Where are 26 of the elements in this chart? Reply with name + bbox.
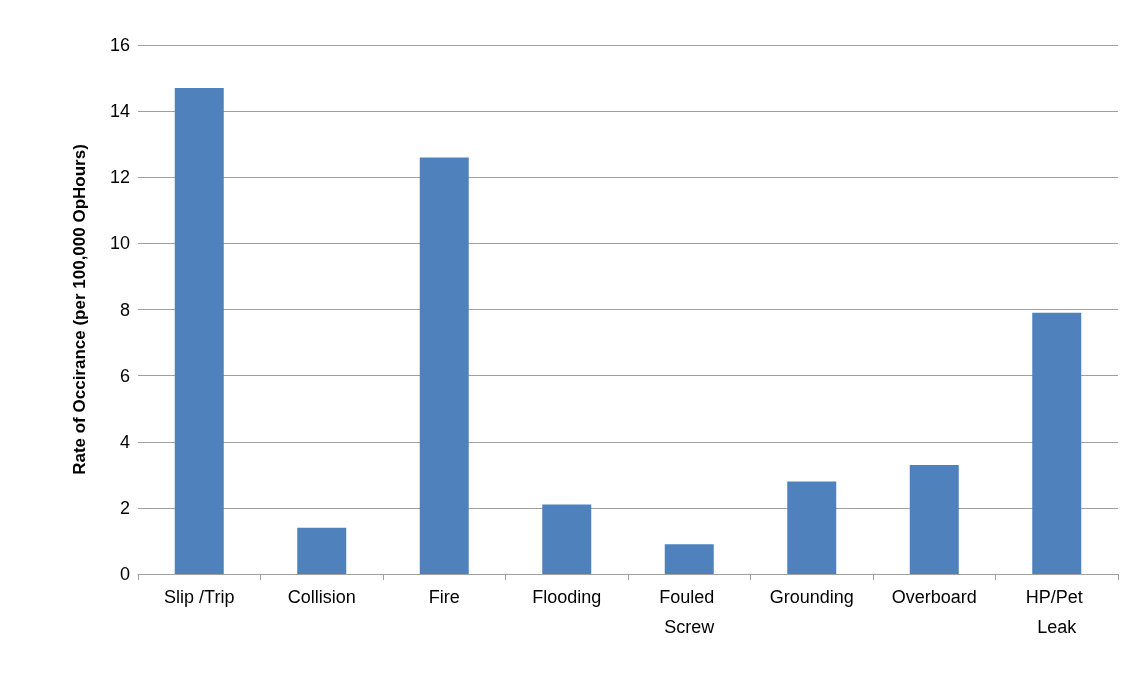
- y-tick-label: 6: [119, 365, 130, 386]
- bar: [909, 464, 959, 574]
- bar: [174, 87, 224, 574]
- x-tick-label: Collision: [287, 587, 356, 607]
- y-tick-label: 10: [109, 233, 130, 254]
- y-axis-title: Rate of Occirance (per 100,000 OpHours): [70, 144, 89, 475]
- x-tick-label: Flooding: [532, 587, 602, 607]
- x-tick-label: Slip /Trip: [164, 587, 235, 607]
- bar: [419, 157, 469, 574]
- y-tick-label: 8: [119, 299, 130, 320]
- y-tick-label: 16: [109, 35, 130, 55]
- x-tick-label: Grounding: [769, 587, 854, 607]
- x-tick-label: Fire: [428, 587, 460, 607]
- bar: [787, 481, 837, 574]
- bar: [1032, 312, 1082, 574]
- bar: [297, 527, 347, 574]
- y-tick-label: 0: [119, 564, 130, 584]
- y-tick-label: 4: [119, 431, 130, 452]
- bar: [542, 504, 592, 574]
- x-tick-label: Fouled Screw: [659, 587, 720, 637]
- x-tick-label: Overboard: [891, 587, 977, 607]
- y-tick-label: 2: [119, 497, 130, 518]
- y-tick-label: 12: [109, 167, 130, 188]
- bar: [664, 544, 714, 574]
- y-tick-label: 14: [109, 101, 130, 122]
- x-tick-label: HP/Pet Leak: [1025, 587, 1088, 637]
